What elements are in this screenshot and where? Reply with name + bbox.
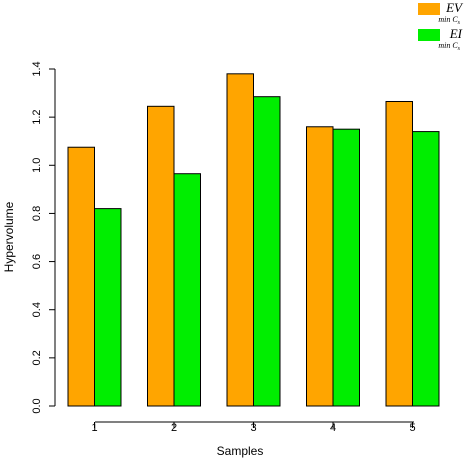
legend-subscript: min Cs: [438, 15, 460, 26]
bars: [67, 73, 440, 407]
bar-ev-sample-2: [147, 105, 175, 407]
bar-ev-sample-3: [226, 73, 254, 407]
y-axis-ticks: 0.0 0.2 0.4 0.6 0.8 1.0 1.2 1.4: [31, 61, 55, 414]
legend-swatch-ei: [418, 29, 440, 41]
y-tick-label: 0.0: [31, 398, 43, 413]
x-tick-label: 3: [250, 422, 256, 434]
y-tick-label: 0.4: [31, 302, 43, 317]
bar-ev-sample-1: [67, 146, 95, 407]
x-axis-title: Samples: [217, 444, 264, 458]
plot-area: 0.0 0.2 0.4 0.6 0.8 1.0 1.2 1.4 1 2 3 4 5: [31, 61, 440, 434]
bar-ei-sample-5: [412, 131, 440, 407]
legend-label-ei: EI: [449, 26, 463, 41]
bar-ei-sample-2: [173, 173, 201, 407]
x-tick-label: 4: [330, 422, 336, 434]
legend-subscript: min Cs: [438, 41, 460, 52]
bar-ev-sample-5: [385, 100, 413, 407]
y-tick-label: 1.2: [31, 109, 43, 124]
bar-ei-sample-4: [332, 128, 360, 407]
y-tick-label: 1.0: [31, 158, 43, 173]
x-tick-label: 5: [409, 422, 415, 434]
legend-swatch-ev: [418, 3, 440, 15]
bar-ei-sample-1: [94, 208, 122, 407]
y-tick-label: 1.4: [31, 61, 43, 76]
y-tick-label: 0.8: [31, 206, 43, 221]
x-axis-ticks: 1 2 3 4 5: [91, 422, 416, 434]
x-tick-label: 2: [171, 422, 177, 434]
y-axis-title: Hypervolume: [2, 201, 16, 272]
legend-label-ev: EV: [445, 0, 464, 15]
x-tick-label: 1: [91, 422, 97, 434]
bar-ei-sample-3: [253, 96, 281, 407]
y-tick-label: 0.2: [31, 350, 43, 365]
y-tick-label: 0.6: [31, 254, 43, 269]
bar-ev-sample-4: [306, 126, 334, 407]
